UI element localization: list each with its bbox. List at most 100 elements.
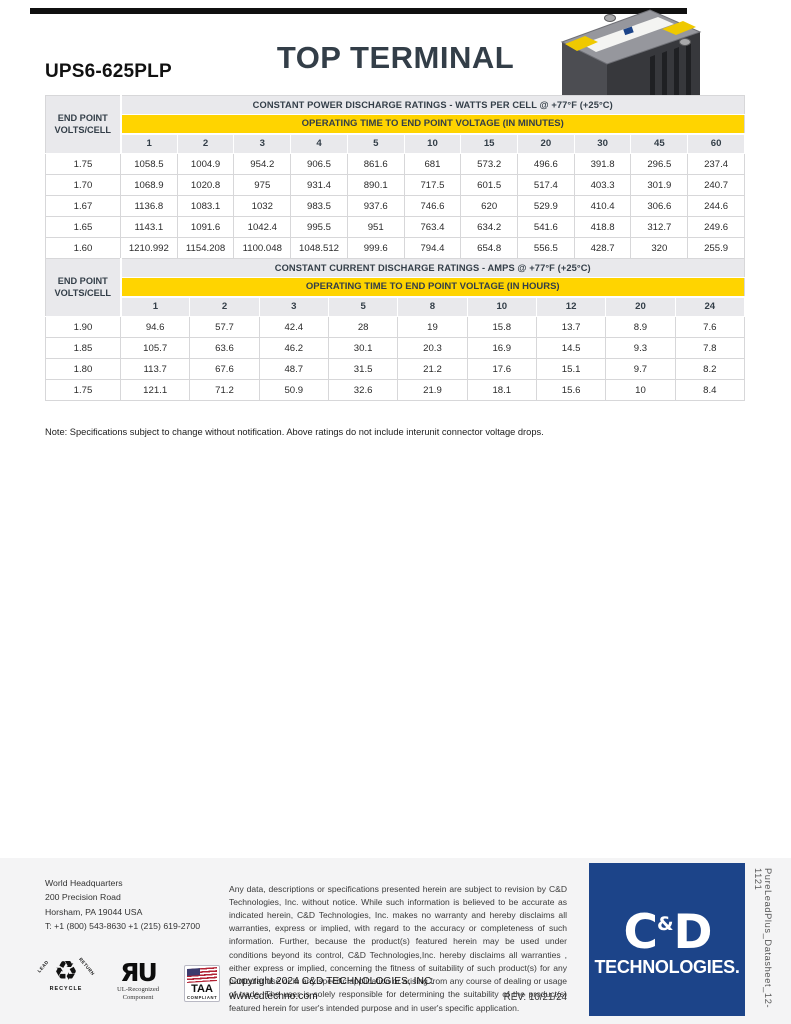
copyright-text: Copyright 2024 C&D TECHNOLOGIES, INC. bbox=[229, 976, 435, 987]
time-column-header: 20 bbox=[605, 295, 676, 317]
rating-value: 67.6 bbox=[189, 358, 260, 380]
battery-product-image bbox=[552, 2, 702, 100]
revision-date: REV: 10/21/24 bbox=[503, 992, 567, 1003]
rating-value: 94.6 bbox=[119, 316, 191, 338]
rating-value: 15.1 bbox=[535, 358, 607, 380]
rating-value: 237.4 bbox=[687, 153, 745, 175]
endpoint-volts-value: 1.75 bbox=[45, 153, 121, 175]
top-rule bbox=[30, 8, 687, 14]
rating-value: 320 bbox=[630, 237, 689, 259]
table-subtitle: OPERATING TIME TO END POINT VOLTAGE (IN … bbox=[120, 114, 745, 134]
rating-value: 13.7 bbox=[535, 316, 607, 338]
us-flag-icon bbox=[187, 966, 217, 984]
page-title: TOP TERMINAL bbox=[276, 40, 515, 75]
recycle-caption: RECYCLE bbox=[49, 986, 83, 992]
rating-value: 71.2 bbox=[189, 379, 260, 401]
table-row: 1.75 1058.5 1004.9 954.2 906.5 861.6 681 573.2 4… bbox=[45, 153, 745, 175]
rating-value: 410.4 bbox=[573, 195, 632, 217]
rating-value: 28 bbox=[327, 316, 399, 338]
time-column-header: 2 bbox=[189, 295, 260, 317]
model-number: UPS6-625PLP bbox=[45, 61, 172, 82]
table-title: CONSTANT POWER DISCHARGE RATINGS - WATTS… bbox=[120, 95, 745, 115]
table-row: 1.65 1143.1 1091.6 1042.4 995.5 951 763.4 634.2… bbox=[45, 216, 745, 238]
rating-value: 15.6 bbox=[535, 379, 607, 401]
rating-value: 21.9 bbox=[397, 379, 468, 401]
time-column-header: 4 bbox=[290, 132, 348, 154]
rating-value: 15.8 bbox=[466, 316, 537, 338]
rating-value: 19 bbox=[397, 316, 468, 338]
rating-value: 1100.048 bbox=[233, 237, 292, 259]
battery-illustration bbox=[560, 9, 702, 100]
table-corner-label: END POINT VOLTS/CELL bbox=[45, 258, 122, 317]
rating-value: 42.4 bbox=[258, 316, 329, 338]
rating-value: 48.7 bbox=[258, 358, 329, 380]
rating-value: 529.9 bbox=[517, 195, 575, 217]
rating-value: 63.6 bbox=[189, 337, 260, 359]
time-column-header: 24 bbox=[674, 295, 746, 317]
endpoint-volts-value: 1.90 bbox=[45, 316, 121, 338]
rating-value: 794.4 bbox=[403, 237, 462, 259]
document-id-vertical-text: PureLeadPlus_Datasheet_12-1121 bbox=[753, 868, 773, 1009]
rating-value: 57.7 bbox=[189, 316, 260, 338]
rating-value: 244.6 bbox=[687, 195, 745, 217]
rating-value: 746.6 bbox=[403, 195, 462, 217]
rating-value: 428.7 bbox=[573, 237, 632, 259]
rating-value: 1048.512 bbox=[290, 237, 348, 259]
rating-value: 7.6 bbox=[674, 316, 746, 338]
address-line: T: +1 (800) 543-8630 +1 (215) 619-2700 bbox=[45, 921, 201, 932]
rating-value: 654.8 bbox=[460, 237, 519, 259]
rating-value: 999.6 bbox=[346, 237, 405, 259]
rating-value: 573.2 bbox=[460, 153, 519, 175]
rating-value: 121.1 bbox=[119, 379, 191, 401]
rating-value: 1042.4 bbox=[233, 216, 292, 238]
time-column-header: 5 bbox=[327, 295, 399, 317]
rating-value: 954.2 bbox=[233, 153, 292, 175]
table-row: 1.60 1210.992 1154.208 1100.048 1048.512 999.… bbox=[45, 237, 745, 259]
rating-value: 556.5 bbox=[517, 237, 575, 259]
rating-value: 312.7 bbox=[630, 216, 689, 238]
taa-caption: COMPLIANT bbox=[187, 995, 218, 1000]
rating-value: 681 bbox=[403, 153, 462, 175]
rating-value: 306.6 bbox=[630, 195, 689, 217]
endpoint-volts-value: 1.67 bbox=[45, 195, 121, 217]
rating-value: 1091.6 bbox=[176, 216, 235, 238]
rating-value: 1210.992 bbox=[120, 237, 178, 259]
taa-label: TAA bbox=[191, 983, 213, 995]
time-column-header: 60 bbox=[687, 132, 745, 154]
time-column-header: 30 bbox=[573, 132, 632, 154]
table-row: 1.67 1136.8 1083.1 1032 983.5 937.6 746.6 620 52… bbox=[45, 195, 745, 217]
rating-value: 1058.5 bbox=[120, 153, 178, 175]
power-discharge-table: END POINT VOLTS/CELL CONSTANT POWER DISCH… bbox=[45, 95, 745, 259]
table-row: 1.85 105.7 63.6 46.2 30.1 20.3 16.9 14.5 9.3 7.8 bbox=[45, 337, 746, 359]
rating-value: 255.9 bbox=[687, 237, 745, 259]
rating-value: 50.9 bbox=[258, 379, 329, 401]
rating-value: 8.4 bbox=[674, 379, 746, 401]
rating-value: 517.4 bbox=[517, 174, 575, 196]
rating-value: 1004.9 bbox=[176, 153, 235, 175]
cd-logo-monogram: C&D bbox=[623, 904, 712, 960]
rating-value: 861.6 bbox=[346, 153, 405, 175]
time-column-header: 45 bbox=[630, 132, 689, 154]
ul-recognized-badge: ЯU UL-Recognized Component bbox=[107, 959, 169, 1002]
rating-value: 9.7 bbox=[605, 358, 676, 380]
address-line: 200 Precision Road bbox=[45, 892, 121, 903]
cd-technologies-logo: C&D TECHNOLOGIES. bbox=[589, 863, 745, 1016]
lead-recycle-badge: LEAD RETURN ♻ RECYCLE bbox=[37, 954, 96, 1002]
time-column-header: 3 bbox=[233, 132, 292, 154]
endpoint-volts-value: 1.70 bbox=[45, 174, 121, 196]
time-column-header: 8 bbox=[397, 295, 468, 317]
endpoint-volts-value: 1.65 bbox=[45, 216, 121, 238]
rating-value: 418.8 bbox=[573, 216, 632, 238]
table-title: CONSTANT CURRENT DISCHARGE RATINGS - AMP… bbox=[120, 258, 745, 278]
time-column-header: 12 bbox=[535, 295, 607, 317]
rating-value: 113.7 bbox=[119, 358, 191, 380]
rating-value: 937.6 bbox=[346, 195, 405, 217]
website-link[interactable]: www.cdtechno.com bbox=[229, 991, 318, 1002]
address-line: World Headquarters bbox=[45, 878, 123, 888]
endpoint-volts-value: 1.85 bbox=[45, 337, 121, 359]
rating-value: 10 bbox=[605, 379, 676, 401]
time-column-header: 10 bbox=[403, 132, 462, 154]
rating-value: 890.1 bbox=[346, 174, 405, 196]
rating-value: 931.4 bbox=[290, 174, 348, 196]
